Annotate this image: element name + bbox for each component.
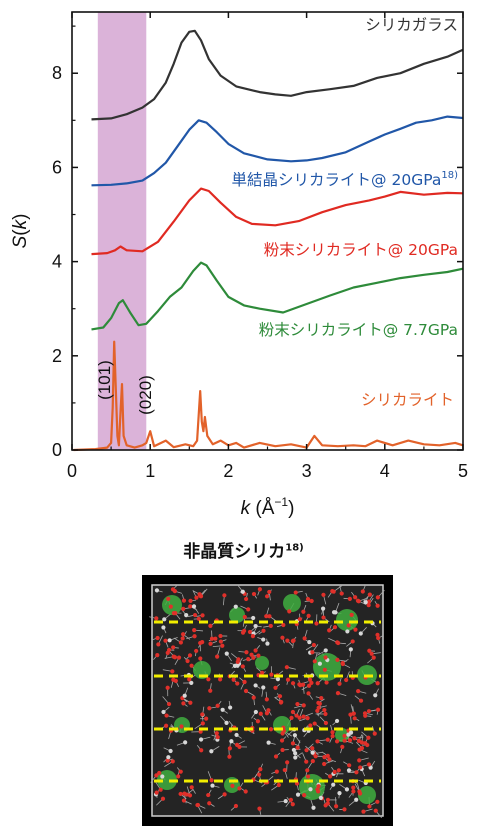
x-tick-label: 1 (145, 461, 155, 481)
x-axis-unit: (Å (250, 498, 275, 519)
series-label-0: シリカガラス (365, 16, 458, 34)
series-label-text: 粉末シリカライト@ 7.7GPa (259, 321, 458, 339)
y-tick-label: 0 (52, 440, 62, 460)
y-tick-label: 6 (52, 157, 62, 177)
series-lines (73, 29, 464, 452)
y-axis-paren-close: ) (10, 214, 31, 220)
peak-label-1: (020) (136, 375, 155, 415)
series-line-3 (91, 261, 464, 331)
series-line-2 (91, 187, 464, 256)
oxygen-atoms (153, 587, 381, 814)
x-tick-label: 4 (380, 461, 390, 481)
x-tick-label: 2 (223, 461, 233, 481)
x-axis-exp: −1 (274, 495, 288, 509)
series-label-text: 単結晶シリカライト@ 20GPa (232, 171, 442, 189)
amorphous-silica-structure-image (142, 575, 393, 826)
y-axis-arg: k (10, 218, 31, 229)
series-label-text: 粉末シリカライト@ 20GPa (264, 241, 458, 259)
series-label-1: 単結晶シリカライト@ 20GPa18) (232, 170, 459, 189)
y-tick-label: 8 (52, 63, 62, 83)
series-label-text: シリカライト (361, 391, 454, 409)
x-axis-close: ) (288, 498, 294, 519)
series-line-1 (91, 115, 464, 187)
structure-caption: 非晶質シリカ18) (0, 537, 487, 562)
series-label-text: シリカガラス (365, 16, 458, 34)
highlight-band (97, 12, 147, 450)
series-label-ref: 18) (441, 170, 458, 181)
layer-guides (154, 620, 381, 783)
peak-label-0: (101) (95, 360, 114, 400)
caption-text: 非晶質シリカ (183, 542, 286, 562)
y-axis-paren-open: ( (10, 229, 31, 236)
caption-ref: 18) (285, 542, 304, 554)
y-tick-label: 2 (52, 346, 62, 366)
series-label-3: 粉末シリカライト@ 7.7GPa (259, 321, 458, 339)
series-label-2: 粉末シリカライト@ 20GPa (264, 241, 458, 259)
y-axis-title: S(k) (10, 214, 31, 249)
series-label-4: シリカライト (361, 391, 454, 409)
x-tick-label: 5 (458, 461, 468, 481)
series-line-0 (91, 29, 464, 121)
x-axis-var: k (241, 498, 252, 519)
y-axis-var: S (10, 235, 31, 248)
series-line-4 (73, 340, 464, 452)
x-tick-label: 0 (67, 461, 77, 481)
y-tick-label: 4 (52, 252, 62, 272)
x-axis-title: k (Å−1) (241, 495, 295, 519)
x-tick-label: 3 (302, 461, 312, 481)
